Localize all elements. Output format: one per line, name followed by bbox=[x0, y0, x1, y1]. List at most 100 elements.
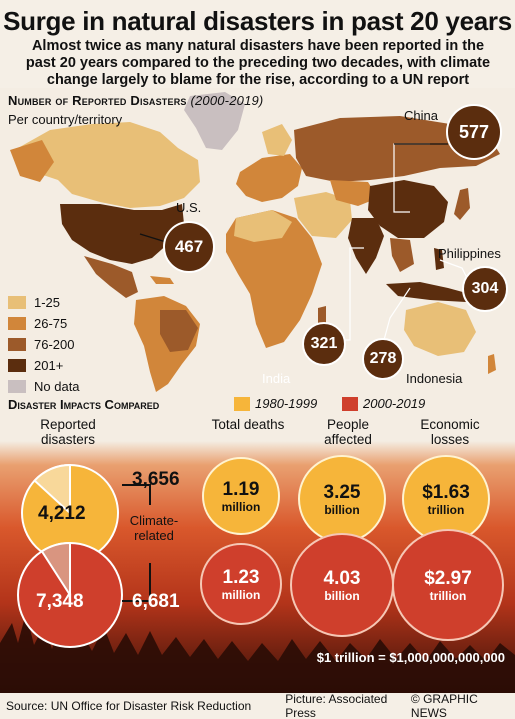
reported-total-old: 4,212 bbox=[38, 503, 86, 524]
legend-item: No data bbox=[8, 376, 80, 397]
map-heading-text: Number of Reported Disasters bbox=[8, 93, 187, 108]
trillion-note: $1 trillion = $1,000,000,000,000 bbox=[316, 650, 505, 665]
callout-label-indonesia: Indonesia bbox=[406, 371, 463, 386]
legend-item: 26-75 bbox=[8, 313, 80, 334]
callout-label-us: U.S. bbox=[176, 200, 202, 215]
indonesia-leader bbox=[383, 287, 411, 341]
europe bbox=[236, 154, 302, 202]
climate-label: Climate-related bbox=[129, 513, 179, 543]
north-america-north bbox=[18, 122, 200, 208]
central-asia bbox=[330, 180, 378, 206]
map-period: (2000-2019) bbox=[190, 93, 264, 108]
usa bbox=[60, 204, 184, 264]
legend-item: 1-25 bbox=[8, 292, 80, 313]
impacts-heading: Disaster Impacts Compared bbox=[8, 397, 160, 412]
impacts-panel: Disaster Impacts Compared 1980-1999 2000… bbox=[0, 393, 515, 693]
legend-label: 1-25 bbox=[34, 295, 61, 310]
bubble-philippines: 304 bbox=[462, 266, 508, 312]
legend-item: 76-200 bbox=[8, 334, 80, 355]
legend-label: 201+ bbox=[34, 358, 64, 373]
legend-label: No data bbox=[34, 379, 80, 394]
deaths-new-unit: million bbox=[221, 587, 261, 602]
legend-swatch-3 bbox=[8, 359, 26, 372]
climate-bracket-bottom bbox=[122, 563, 151, 602]
deaths-old-unit: million bbox=[221, 499, 261, 514]
affected-new-circle: 4.03 billion bbox=[290, 533, 394, 637]
picture-credit: Picture: Associated Press bbox=[285, 692, 388, 719]
bubble-china: 577 bbox=[446, 104, 502, 160]
deaths-old-circle: 1.19 million bbox=[202, 457, 280, 535]
africa-north bbox=[234, 210, 292, 242]
map-subheading: Per country/territory bbox=[8, 112, 123, 127]
africa bbox=[226, 210, 322, 348]
indonesia bbox=[386, 282, 470, 302]
deaths-new-circle: 1.23 million bbox=[200, 543, 282, 625]
col-label-affected: People affected bbox=[324, 417, 372, 447]
impacts-legend-old: 1980-1999 bbox=[234, 396, 317, 411]
greenland bbox=[184, 92, 245, 150]
bubble-us: 467 bbox=[163, 221, 215, 273]
callout-label-philippines: Philippines bbox=[438, 246, 501, 261]
philippines bbox=[434, 248, 444, 270]
legend-swatch-2 bbox=[8, 338, 26, 351]
map-legend: 1-25 26-75 76-200 201+ No data bbox=[8, 292, 80, 397]
japan bbox=[454, 188, 470, 220]
map-panel: Number of Reported Disasters (2000-2019)… bbox=[0, 88, 515, 394]
affected-new-value: 4.03 bbox=[323, 567, 361, 589]
australia bbox=[404, 302, 476, 356]
source-credit: Source: UN Office for Disaster Risk Redu… bbox=[6, 699, 252, 713]
col-label-losses: Economic losses bbox=[420, 417, 480, 447]
pie-other-slice bbox=[33, 463, 71, 516]
losses-new-circle: $2.97 trillion bbox=[392, 529, 504, 641]
brand-credit: © GRAPHIC NEWS bbox=[410, 692, 478, 719]
losses-old-unit: trillion bbox=[427, 502, 465, 517]
legend-item: 201+ bbox=[8, 355, 80, 376]
losses-old-value: $1.63 bbox=[422, 481, 470, 503]
pie-new-group bbox=[17, 541, 123, 648]
callout-label-china: China bbox=[404, 108, 438, 123]
legend-swatch-4 bbox=[8, 380, 26, 393]
losses-new-value: $2.97 bbox=[424, 567, 472, 589]
col-label-reported: Reported disasters bbox=[40, 417, 96, 447]
page-subtitle: Almost twice as many natural disasters h… bbox=[25, 38, 491, 88]
legend-label: 76-200 bbox=[34, 337, 75, 352]
legend-swatch-old bbox=[234, 396, 250, 411]
bubble-india: 321 bbox=[302, 322, 346, 366]
losses-new-unit: trillion bbox=[429, 588, 467, 603]
alaska bbox=[10, 140, 54, 182]
legend-label: 26-75 bbox=[34, 316, 68, 331]
reported-total-new: 7,348 bbox=[36, 591, 84, 612]
climate-total-old: 3,656 bbox=[132, 469, 180, 490]
china bbox=[368, 180, 448, 238]
bubble-indonesia: 278 bbox=[362, 338, 404, 380]
legend-swatch-1 bbox=[8, 317, 26, 330]
legend-label-new: 2000-2019 bbox=[363, 396, 426, 411]
scandinavia bbox=[262, 124, 292, 156]
col-label-deaths: Total deaths bbox=[211, 417, 285, 432]
se-asia bbox=[390, 238, 414, 272]
brazil bbox=[160, 310, 198, 352]
affected-old-circle: 3.25 billion bbox=[298, 455, 386, 543]
caribbean bbox=[150, 276, 174, 284]
affected-old-value: 3.25 bbox=[323, 481, 361, 503]
losses-old-circle: $1.63 trillion bbox=[402, 455, 490, 543]
map-heading: Number of Reported Disasters (2000-2019) bbox=[8, 93, 263, 108]
impacts-legend-new: 2000-2019 bbox=[342, 396, 425, 411]
tree-silhouettes bbox=[0, 613, 515, 693]
deaths-old-value: 1.19 bbox=[222, 478, 260, 500]
legend-label-old: 1980-1999 bbox=[255, 396, 318, 411]
middle-east bbox=[294, 192, 352, 238]
callout-label-india: India bbox=[262, 371, 291, 386]
page-title: Surge in natural disasters in past 20 ye… bbox=[3, 6, 512, 36]
new-zealand bbox=[488, 354, 496, 374]
climate-bracket-top bbox=[122, 484, 151, 505]
affected-new-unit: billion bbox=[324, 588, 360, 603]
reported-pies bbox=[17, 463, 151, 648]
world-map bbox=[10, 92, 500, 392]
legend-swatch-0 bbox=[8, 296, 26, 309]
pie-other-slice bbox=[40, 541, 71, 599]
affected-old-unit: billion bbox=[324, 502, 360, 517]
us-leader bbox=[139, 233, 167, 243]
deaths-new-value: 1.23 bbox=[222, 566, 260, 588]
footer: Source: UN Office for Disaster Risk Redu… bbox=[0, 692, 515, 719]
